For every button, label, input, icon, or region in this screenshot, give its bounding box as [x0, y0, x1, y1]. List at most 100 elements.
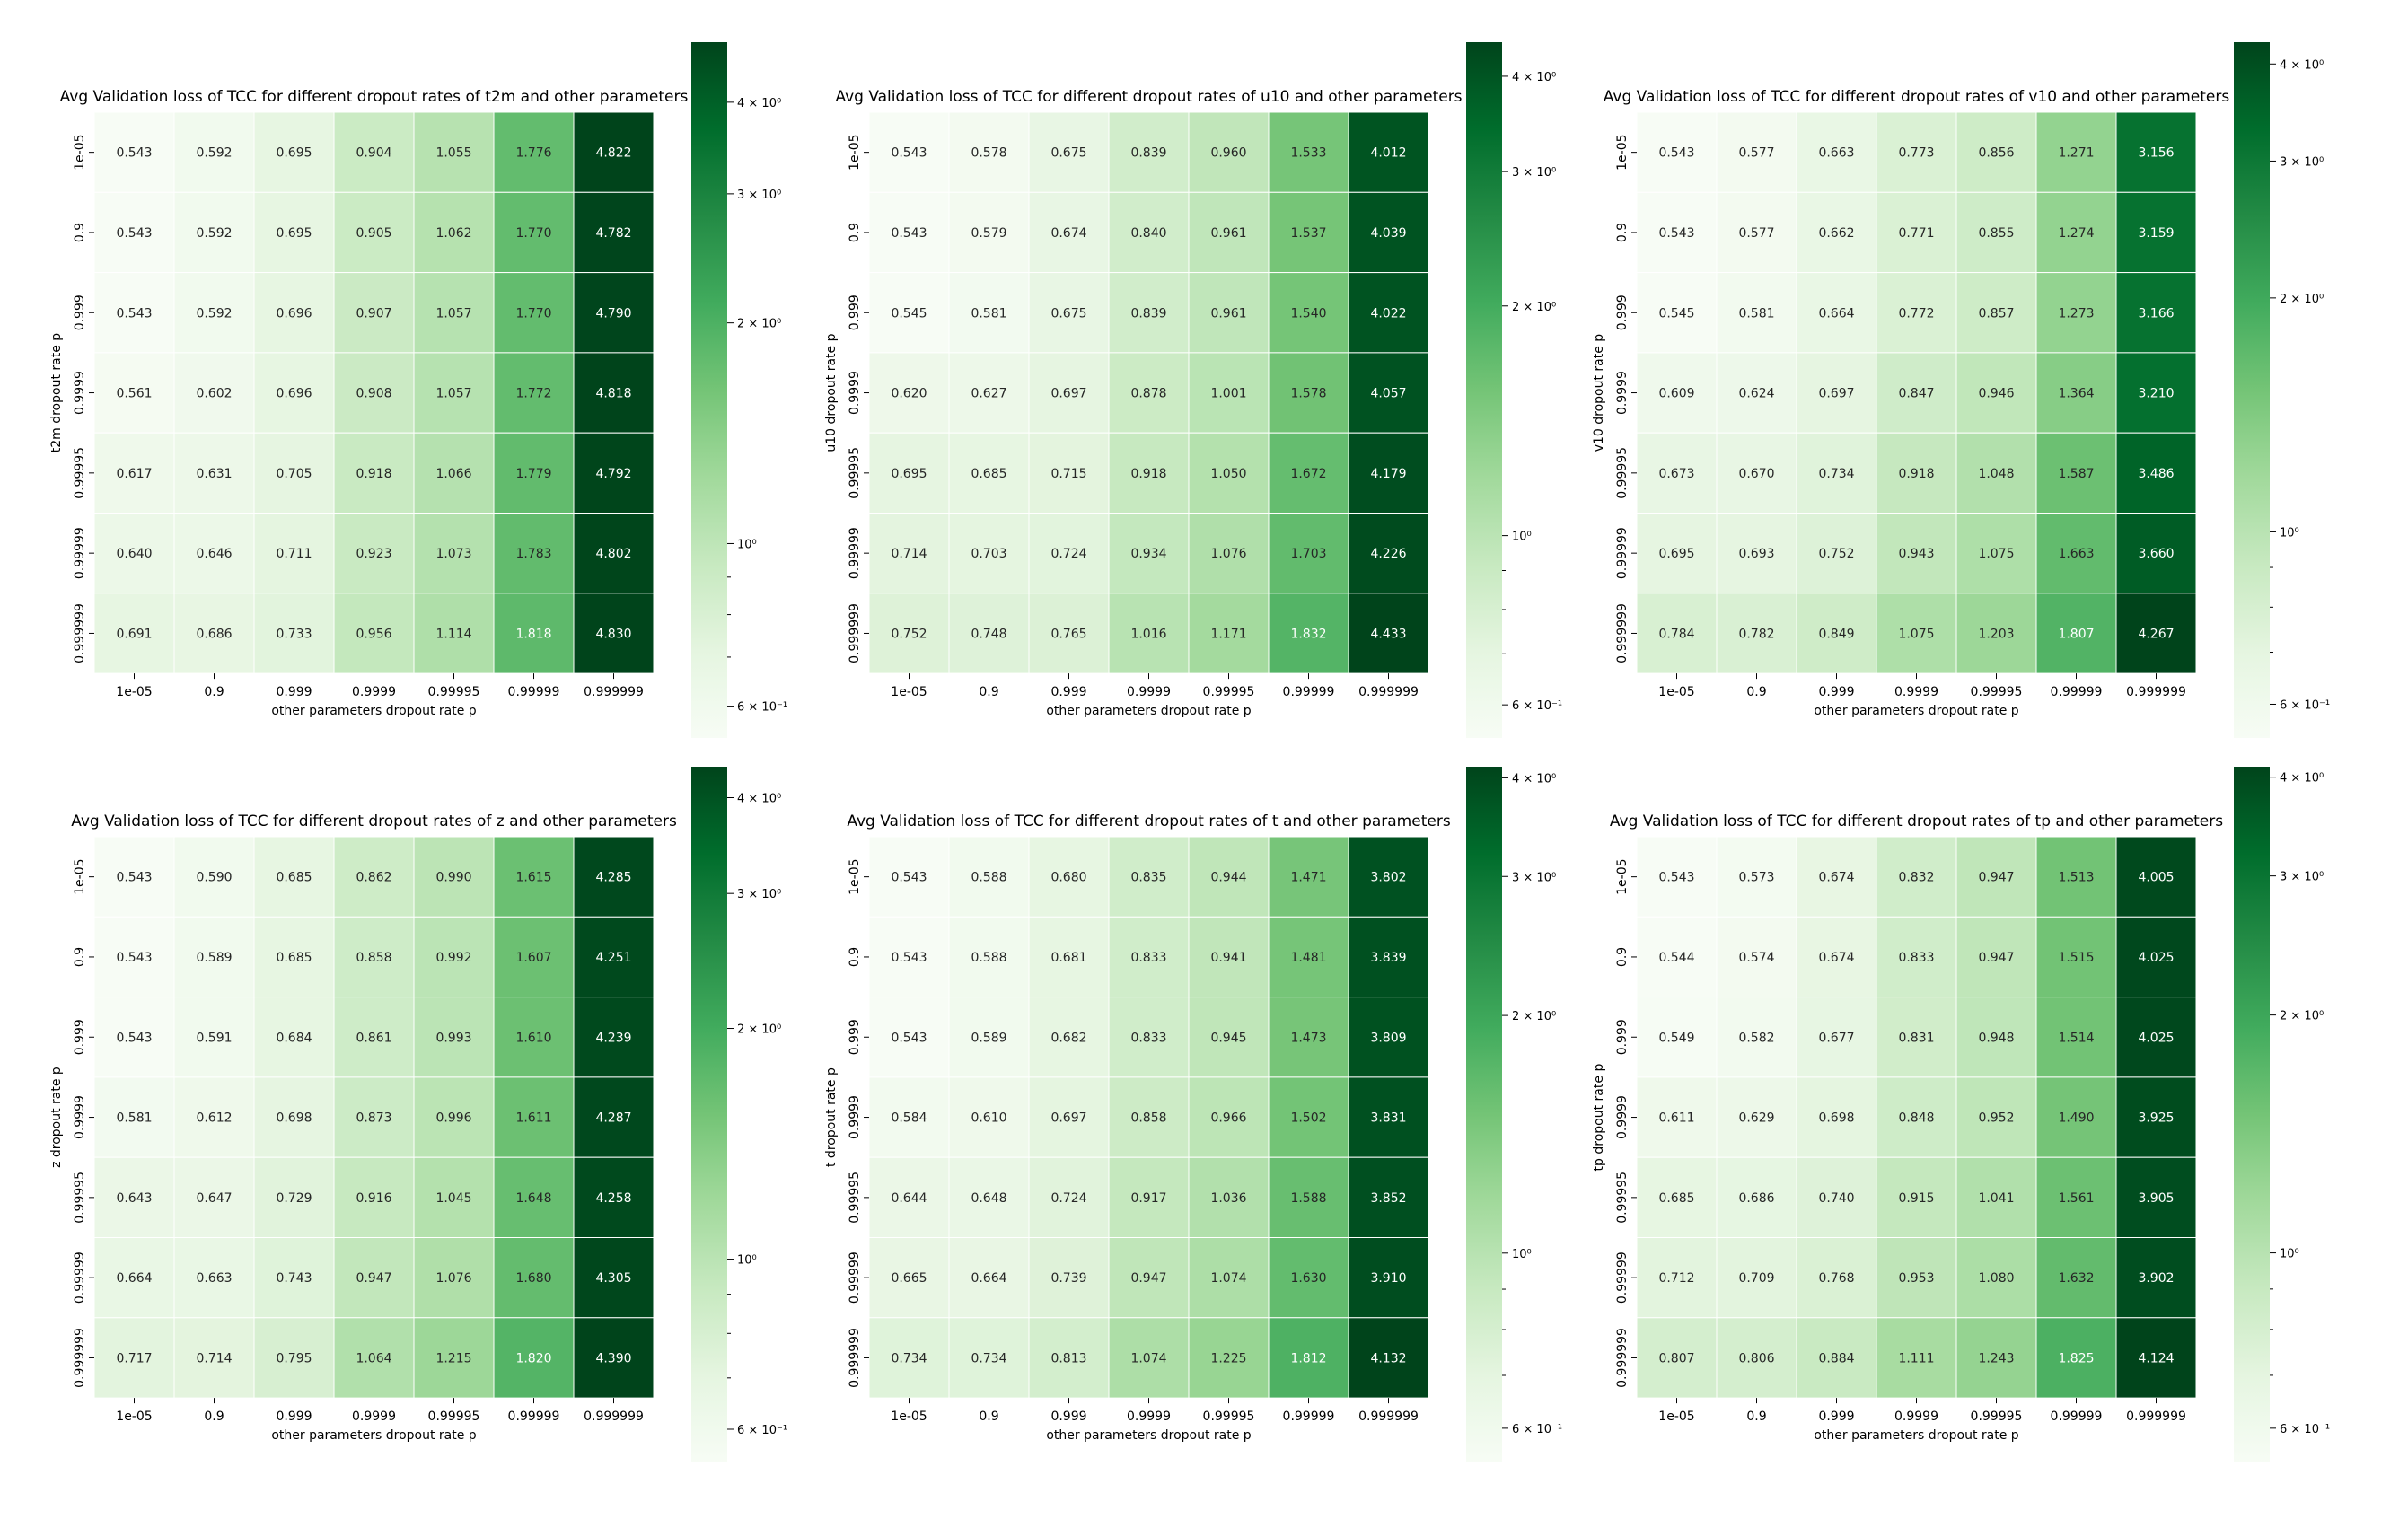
colorbar-tick-label: 3 × 10⁰ — [2280, 155, 2324, 169]
cell-value-label: 0.703 — [971, 547, 1006, 561]
heatmap-cell — [413, 836, 495, 918]
cell-value-label: 0.664 — [116, 1271, 152, 1286]
heatmap-cell — [1268, 111, 1349, 193]
heatmap-cell — [868, 352, 950, 434]
heatmap-cell — [1636, 272, 1718, 354]
colorbar-tick-label: 4 × 10⁰ — [737, 792, 781, 805]
cell-value-label: 0.990 — [435, 871, 471, 885]
heatmap-cell — [1876, 111, 1957, 193]
heatmap-cell — [1188, 191, 1270, 274]
heatmap-cell — [333, 836, 415, 918]
cell-value-label: 0.705 — [276, 467, 312, 481]
colorbar-tick-label: 6 × 10⁻¹ — [737, 701, 787, 715]
cell-value-label: 0.772 — [1898, 306, 1934, 320]
y-tick-label: 1e-05 — [1615, 858, 1630, 894]
cell-value-label: 0.739 — [1050, 1271, 1086, 1286]
y-tick-label: 0.99999 — [73, 527, 87, 579]
heatmap-cell — [1268, 836, 1349, 918]
heatmap-cell — [2115, 111, 2197, 193]
cell-value-label: 1.075 — [1898, 627, 1934, 641]
colorbar — [691, 42, 727, 738]
heatmap-cell — [93, 352, 175, 434]
heatmap-cell — [93, 272, 175, 354]
cell-value-label: 0.590 — [196, 871, 232, 885]
cell-value-label: 1.066 — [435, 467, 471, 481]
heatmap-cell — [1268, 352, 1349, 434]
heatmap-cell — [2115, 916, 2197, 998]
heatmap-cell — [1876, 513, 1957, 594]
cell-value-label: 1.772 — [515, 387, 551, 401]
cell-value-label: 0.577 — [1738, 146, 1774, 161]
cell-value-label: 1.818 — [515, 627, 551, 641]
x-tick-label: 0.99999 — [1283, 1409, 1335, 1424]
cell-value-label: 0.996 — [435, 1111, 471, 1126]
heatmap-cell — [333, 352, 415, 434]
heatmap-cell — [1188, 352, 1270, 434]
heatmap-cell — [1796, 1317, 1877, 1399]
cell-value-label: 0.675 — [1050, 306, 1086, 320]
cell-value-label: 0.624 — [1738, 387, 1774, 401]
heatmap-cell — [1955, 1237, 2037, 1319]
heatmap-cell — [1028, 1076, 1110, 1158]
heatmap-cell — [2035, 916, 2117, 998]
cell-value-label: 1.016 — [1130, 627, 1166, 641]
cell-value-label: 1.075 — [1978, 547, 2014, 561]
x-tick-label: 0.99995 — [1203, 1409, 1255, 1424]
y-tick-label: 0.9 — [73, 947, 87, 967]
cell-value-label: 0.697 — [1050, 387, 1086, 401]
heatmap-cell — [1876, 593, 1957, 674]
y-axis-label: tp dropout rate p — [1592, 1064, 1606, 1172]
cell-value-label: 0.952 — [1978, 1111, 2014, 1126]
heatmap-cell — [1028, 997, 1110, 1078]
heatmap-cell — [2035, 593, 2117, 674]
heatmap-cell — [2115, 191, 2197, 274]
heatmap-cell — [1348, 1076, 1429, 1158]
cell-value-label: 0.806 — [1738, 1351, 1774, 1365]
heatmap-cell — [1028, 1156, 1110, 1238]
cell-value-label: 0.847 — [1898, 387, 1934, 401]
heatmap-cell — [413, 272, 495, 354]
cell-value-label: 0.574 — [1738, 951, 1774, 965]
cell-value-label: 0.717 — [116, 1351, 152, 1365]
x-tick-label: 0.999999 — [584, 685, 644, 699]
colorbar-tick-label: 6 × 10⁻¹ — [737, 1424, 787, 1437]
heatmap-cell — [173, 836, 255, 918]
cell-value-label: 0.588 — [971, 871, 1006, 885]
heatmap-cell — [1636, 1156, 1718, 1238]
heatmap-cell — [1796, 916, 1877, 998]
heatmap-cell — [2115, 432, 2197, 514]
heatmap-cell — [1796, 111, 1877, 193]
heatmap-panel-4: Avg Validation loss of TCC for different… — [824, 767, 1562, 1462]
colorbar-tick-label: 2 × 10⁰ — [2280, 1010, 2324, 1023]
cell-value-label: 4.433 — [1370, 627, 1406, 641]
y-tick-label: 0.99999 — [73, 1251, 87, 1304]
cell-value-label: 1.074 — [1130, 1351, 1166, 1365]
heatmap-cell — [2115, 352, 2197, 434]
heatmap-cell — [93, 111, 175, 193]
cell-value-label: 4.285 — [595, 871, 631, 885]
cell-value-label: 4.287 — [595, 1111, 631, 1126]
cell-value-label: 0.581 — [971, 306, 1006, 320]
cell-value-label: 4.818 — [595, 387, 631, 401]
heatmap-cell — [1348, 916, 1429, 998]
heatmap-cell — [1716, 432, 1797, 514]
cell-value-label: 0.748 — [971, 627, 1006, 641]
cell-value-label: 0.715 — [1050, 467, 1086, 481]
heatmap-cell — [1716, 1156, 1797, 1238]
colorbar-tick-label: 4 × 10⁰ — [1512, 71, 1556, 84]
y-tick-label: 0.99995 — [73, 1172, 87, 1224]
cell-value-label: 4.005 — [2138, 871, 2174, 885]
cell-value-label: 0.729 — [276, 1191, 312, 1206]
heatmap-cell — [1108, 836, 1190, 918]
cell-value-label: 0.773 — [1898, 146, 1934, 161]
cell-value-label: 0.685 — [276, 951, 312, 965]
cell-value-label: 3.802 — [1370, 871, 1406, 885]
cell-value-label: 0.918 — [1130, 467, 1166, 481]
heatmap-cell — [1955, 593, 2037, 674]
cell-value-label: 0.695 — [276, 146, 312, 161]
cell-value-label: 3.839 — [1370, 951, 1406, 965]
heatmap-cell — [1955, 1156, 2037, 1238]
x-axis-label: other parameters dropout rate p — [1046, 704, 1251, 718]
cell-value-label: 0.904 — [356, 146, 391, 161]
